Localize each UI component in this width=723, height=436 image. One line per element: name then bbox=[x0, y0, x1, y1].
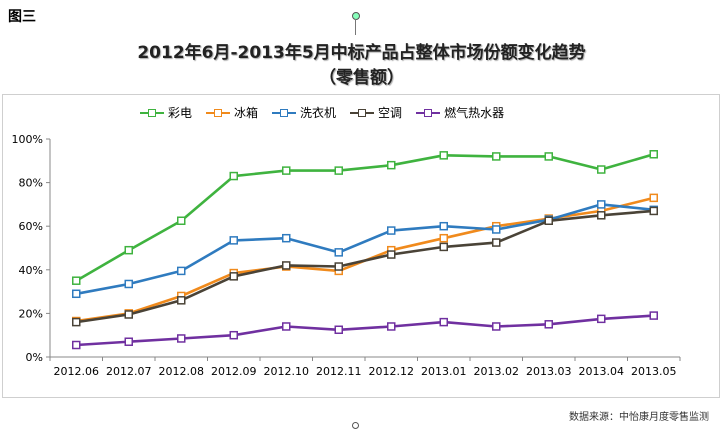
y-tick-label: 60% bbox=[19, 220, 43, 233]
data-source: 数据来源：中怡康月度零售监测 bbox=[569, 412, 709, 423]
series-line-2 bbox=[76, 203, 654, 296]
legend-swatch bbox=[140, 108, 164, 118]
legend-swatch bbox=[416, 108, 441, 118]
data-point bbox=[334, 166, 343, 175]
legend-swatch bbox=[272, 108, 297, 118]
chart-title: 2012年6月-2013年5月中标产品占整体市场份额变化趋势 bbox=[137, 43, 586, 63]
data-point bbox=[229, 236, 238, 245]
data-point bbox=[72, 340, 81, 350]
legend-label: 燃气热水器 bbox=[444, 106, 505, 120]
legend-label: 冰箱 bbox=[234, 106, 259, 120]
legend-label: 空调 bbox=[378, 106, 403, 120]
data-point bbox=[124, 310, 133, 319]
legend-swatch bbox=[350, 108, 375, 118]
data-point bbox=[597, 200, 606, 209]
legend-item: 彩电 bbox=[140, 104, 192, 121]
data-point bbox=[492, 238, 501, 247]
data-point bbox=[282, 322, 291, 331]
x-tick-label: 2013.05 bbox=[631, 365, 677, 378]
data-point bbox=[492, 152, 501, 161]
y-tick-label: 20% bbox=[19, 307, 43, 320]
y-tick-label: 100% bbox=[12, 133, 43, 146]
y-tick-label: 80% bbox=[19, 177, 43, 190]
x-tick-label: 2012.12 bbox=[369, 365, 415, 378]
data-point bbox=[177, 296, 186, 305]
data-point bbox=[387, 322, 396, 331]
data-point bbox=[124, 279, 133, 289]
data-point bbox=[544, 216, 553, 225]
data-point bbox=[229, 330, 238, 340]
data-point bbox=[597, 314, 606, 324]
chart-frame bbox=[2, 94, 720, 398]
data-point bbox=[334, 248, 343, 257]
legend-item: 洗衣机 bbox=[272, 104, 336, 121]
data-point bbox=[282, 166, 291, 175]
data-point bbox=[177, 216, 186, 225]
data-point bbox=[177, 266, 186, 276]
legend-label: 洗衣机 bbox=[300, 106, 337, 120]
selection-handle-connector bbox=[355, 19, 356, 35]
selection-handle-bottom[interactable] bbox=[352, 422, 359, 429]
legend-label: 彩电 bbox=[168, 106, 193, 120]
x-tick-label: 2012.06 bbox=[54, 365, 100, 378]
data-point bbox=[282, 233, 291, 243]
data-point bbox=[72, 317, 81, 327]
data-point bbox=[72, 289, 81, 299]
data-point bbox=[387, 250, 396, 259]
data-point bbox=[177, 334, 186, 343]
y-tick-label: 40% bbox=[19, 264, 43, 277]
legend: 彩电 冰箱 洗衣机 空调 燃气热水器 bbox=[140, 104, 504, 121]
data-point bbox=[334, 325, 343, 334]
y-tick-label: 0% bbox=[26, 351, 43, 364]
series-line-3 bbox=[76, 209, 654, 324]
legend-item: 空调 bbox=[350, 104, 402, 121]
legend-item: 冰箱 bbox=[206, 104, 258, 121]
data-point bbox=[124, 337, 133, 346]
data-point bbox=[544, 152, 553, 161]
data-point bbox=[439, 233, 448, 243]
data-point bbox=[439, 221, 448, 231]
data-point bbox=[649, 206, 658, 216]
x-tick-label: 2013.03 bbox=[526, 365, 572, 378]
data-point bbox=[649, 311, 658, 320]
figure-label: 图三 bbox=[8, 9, 36, 25]
data-point bbox=[334, 262, 343, 271]
series-line-0 bbox=[75, 153, 655, 282]
legend-swatch bbox=[206, 108, 231, 118]
x-tick-label: 2012.09 bbox=[211, 365, 257, 378]
data-point bbox=[649, 150, 658, 159]
x-tick-label: 2013.02 bbox=[474, 365, 520, 378]
data-point bbox=[649, 193, 658, 203]
data-point bbox=[492, 322, 501, 331]
data-point bbox=[387, 226, 396, 235]
series-line-4 bbox=[76, 314, 654, 347]
data-point bbox=[439, 242, 448, 252]
chart-subtitle: （零售额） bbox=[319, 68, 404, 88]
data-point bbox=[229, 272, 238, 281]
data-point bbox=[72, 276, 81, 285]
data-point bbox=[439, 317, 448, 327]
data-point bbox=[597, 211, 606, 220]
data-point bbox=[439, 151, 448, 160]
data-point bbox=[229, 171, 238, 181]
data-point bbox=[597, 165, 606, 174]
x-tick-label: 2013.01 bbox=[421, 365, 467, 378]
data-point bbox=[544, 320, 553, 329]
x-tick-label: 2012.07 bbox=[106, 365, 152, 378]
legend-item: 燃气热水器 bbox=[416, 104, 504, 121]
data-point bbox=[492, 225, 501, 234]
data-point bbox=[124, 245, 133, 255]
x-tick-label: 2012.10 bbox=[264, 365, 310, 378]
x-tick-label: 2012.11 bbox=[316, 365, 362, 378]
x-tick-label: 2013.04 bbox=[579, 365, 625, 378]
x-tick-label: 2012.08 bbox=[159, 365, 205, 378]
selection-handle-top[interactable] bbox=[352, 12, 360, 20]
data-point bbox=[387, 160, 396, 170]
data-point bbox=[282, 261, 291, 270]
